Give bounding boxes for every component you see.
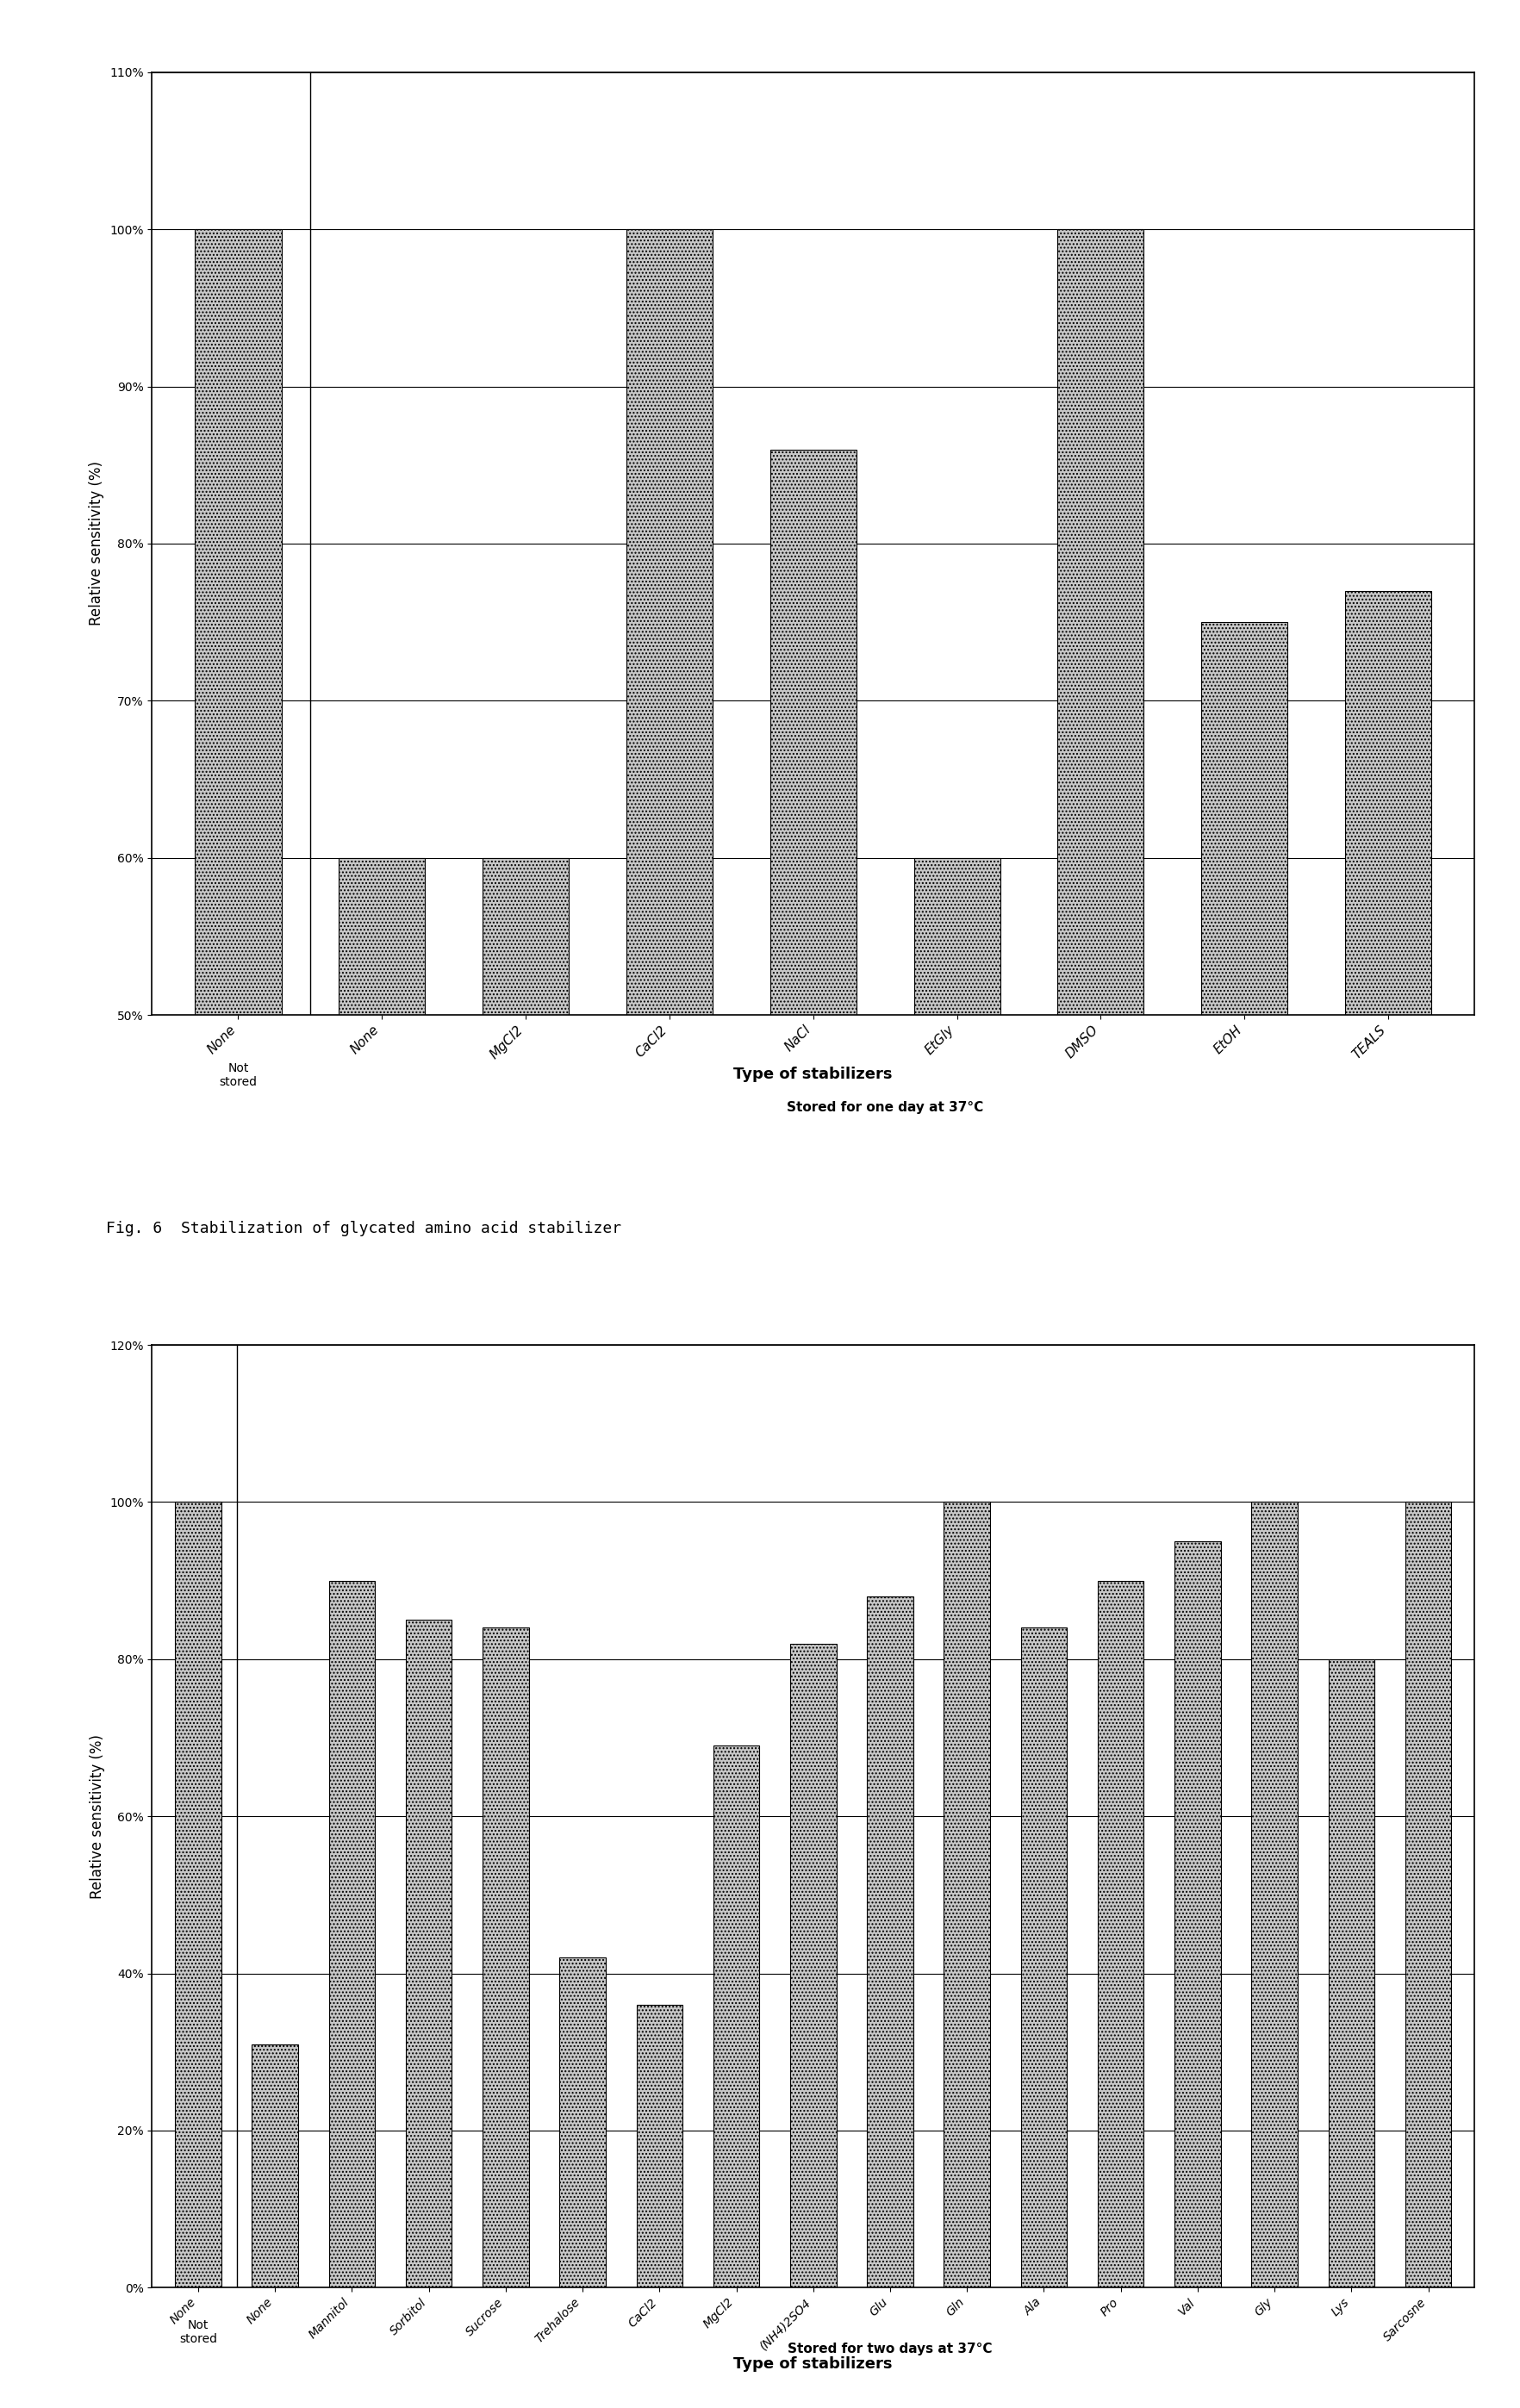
X-axis label: Type of stabilizers: Type of stabilizers bbox=[734, 1067, 892, 1081]
Bar bbox=[1175, 1541, 1221, 2288]
Y-axis label: Relative sensitivity (%): Relative sensitivity (%) bbox=[90, 1734, 105, 1898]
Bar bbox=[1201, 621, 1287, 1801]
Y-axis label: Relative sensitivity (%): Relative sensitivity (%) bbox=[90, 462, 105, 626]
Bar bbox=[713, 1746, 760, 2288]
Bar bbox=[1021, 1628, 1067, 2288]
Bar bbox=[1345, 590, 1432, 1801]
Text: Stored for one day at 37°C: Stored for one day at 37°C bbox=[787, 1100, 983, 1115]
Bar bbox=[866, 1597, 914, 2288]
Text: Not
stored: Not stored bbox=[179, 2319, 217, 2345]
Bar bbox=[914, 857, 1000, 1801]
Bar bbox=[252, 2044, 298, 2288]
Bar bbox=[771, 450, 856, 1801]
Bar bbox=[944, 1503, 990, 2288]
Bar bbox=[339, 857, 426, 1801]
Bar bbox=[1328, 1659, 1374, 2288]
Bar bbox=[637, 2006, 682, 2288]
Bar bbox=[1097, 1580, 1143, 2288]
Bar bbox=[328, 1580, 375, 2288]
Bar bbox=[1404, 1503, 1452, 2288]
Bar bbox=[482, 857, 568, 1801]
X-axis label: Type of stabilizers: Type of stabilizers bbox=[734, 2357, 892, 2372]
Bar bbox=[626, 229, 713, 1801]
Bar bbox=[406, 1621, 451, 2288]
Bar bbox=[195, 229, 281, 1801]
Text: Not
stored: Not stored bbox=[219, 1062, 257, 1088]
Bar bbox=[482, 1628, 529, 2288]
Bar bbox=[559, 1958, 605, 2288]
Bar bbox=[1251, 1503, 1298, 2288]
Text: Fig. 6  Stabilization of glycated amino acid stabilizer: Fig. 6 Stabilization of glycated amino a… bbox=[106, 1221, 622, 1238]
Bar bbox=[175, 1503, 222, 2288]
Bar bbox=[1058, 229, 1145, 1801]
Bar bbox=[790, 1642, 836, 2288]
Text: Stored for two days at 37°C: Stored for two days at 37°C bbox=[787, 2343, 993, 2355]
